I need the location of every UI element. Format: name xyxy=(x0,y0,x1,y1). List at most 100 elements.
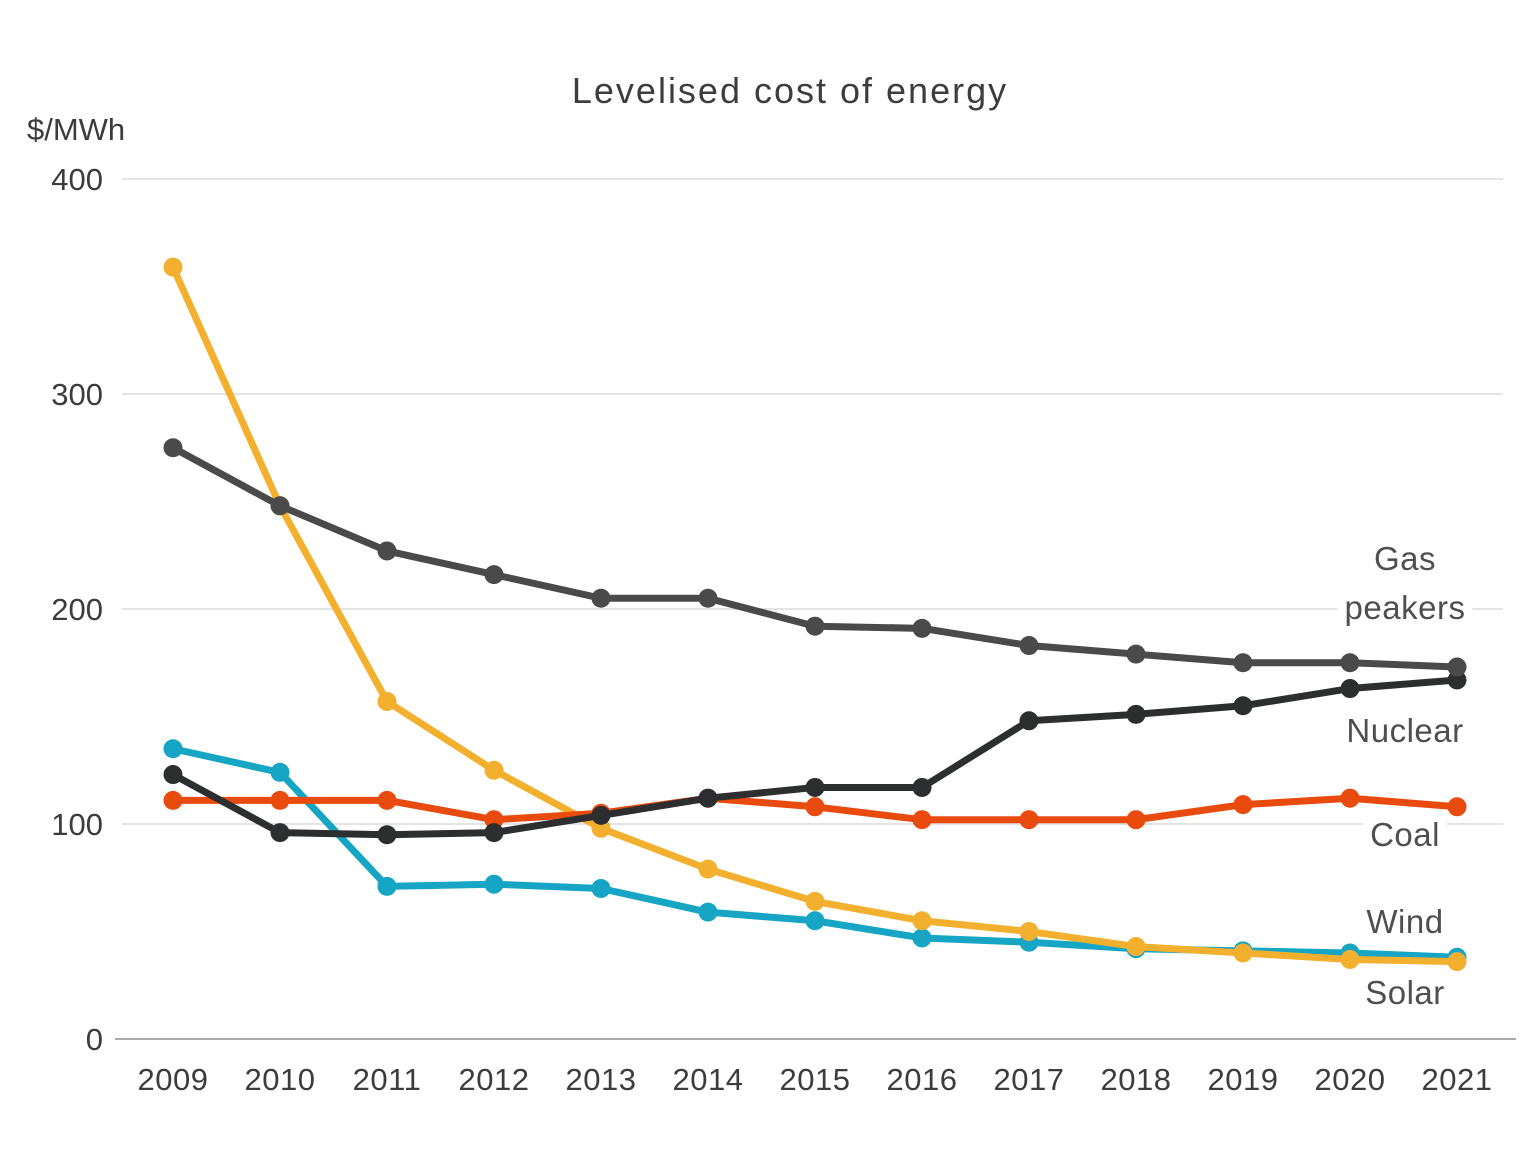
point-solar-2020 xyxy=(1340,949,1360,969)
x-tick-label-2012: 2012 xyxy=(459,1062,530,1097)
point-coal-2019 xyxy=(1233,795,1253,815)
y-axis-unit-label: $/MWh xyxy=(27,112,125,147)
series-label-bg xyxy=(1363,814,1447,855)
point-gas-peakers-2019 xyxy=(1233,653,1253,673)
point-coal-2016 xyxy=(912,810,932,830)
y-tick-label-0: 0 xyxy=(86,1022,103,1057)
point-nuclear-2014 xyxy=(698,788,718,808)
point-nuclear-2020 xyxy=(1340,679,1360,699)
point-solar-2014 xyxy=(698,859,718,879)
point-gas-peakers-2011 xyxy=(377,541,397,561)
series-label-bg xyxy=(1359,901,1451,942)
point-gas-peakers-2016 xyxy=(912,618,932,638)
series-lines-and-points xyxy=(163,257,1467,972)
series-solar xyxy=(163,257,1467,972)
point-solar-2012 xyxy=(484,760,504,780)
series-gas-peakers xyxy=(163,438,1467,677)
point-gas-peakers-2015 xyxy=(805,616,825,636)
x-tick-label-2021: 2021 xyxy=(1422,1062,1493,1097)
point-wind-2009 xyxy=(163,739,183,759)
gridlines xyxy=(115,178,1516,1040)
y-tick-label-100: 100 xyxy=(51,807,103,842)
series-label-bg xyxy=(1358,972,1452,1013)
point-wind-2016 xyxy=(912,928,932,948)
series-label-wind: Wind xyxy=(1359,901,1451,942)
x-tick-label-2015: 2015 xyxy=(780,1062,851,1097)
series-coal xyxy=(163,788,1467,830)
point-coal-2011 xyxy=(377,790,397,810)
point-coal-2021 xyxy=(1447,797,1467,817)
series-label-bg xyxy=(1337,587,1473,628)
y-tick-label-200: 200 xyxy=(51,592,103,627)
point-solar-2015 xyxy=(805,891,825,911)
point-solar-2011 xyxy=(377,691,397,711)
point-solar-2021 xyxy=(1447,952,1467,972)
x-tick-label-2019: 2019 xyxy=(1208,1062,1279,1097)
series-label-text-coal-0: Coal xyxy=(1370,816,1440,853)
point-wind-2010 xyxy=(270,762,290,782)
point-gas-peakers-2010 xyxy=(270,496,290,516)
point-coal-2010 xyxy=(270,790,290,810)
series-label-bg xyxy=(1366,538,1444,579)
x-tick-label-2018: 2018 xyxy=(1101,1062,1172,1097)
x-tick-label-2014: 2014 xyxy=(673,1062,744,1097)
series-label-gas-peakers: Gas peakers xyxy=(1337,538,1473,628)
point-nuclear-2009 xyxy=(163,765,183,785)
point-wind-2012 xyxy=(484,874,504,894)
series-label-text-solar-0: Solar xyxy=(1365,974,1445,1011)
point-solar-2019 xyxy=(1233,943,1253,963)
series-label-coal: Coal xyxy=(1363,814,1447,855)
point-gas-peakers-2012 xyxy=(484,565,504,585)
point-nuclear-2019 xyxy=(1233,696,1253,716)
point-gas-peakers-2009 xyxy=(163,438,183,458)
point-nuclear-2015 xyxy=(805,777,825,797)
x-axis-tick-labels: 2009 2010 2011 2012 2013 2014 2015 2016 2017 2018… xyxy=(138,1062,1493,1097)
x-tick-label-2016: 2016 xyxy=(887,1062,958,1097)
point-wind-2011 xyxy=(377,876,397,896)
point-solar-2017 xyxy=(1019,922,1039,941)
series-label-bg xyxy=(1339,710,1471,751)
y-tick-label-400: 400 xyxy=(51,162,103,197)
series-inline-labels: Gas peakers Nuclear Coal Wind Solar xyxy=(1337,538,1473,1013)
point-solar-2016 xyxy=(912,911,932,931)
point-nuclear-2017 xyxy=(1019,711,1039,731)
x-tick-label-2011: 2011 xyxy=(353,1062,422,1097)
point-nuclear-2011 xyxy=(377,825,397,845)
x-tick-label-2020: 2020 xyxy=(1315,1062,1386,1097)
point-coal-2020 xyxy=(1340,788,1360,808)
series-nuclear xyxy=(163,670,1467,845)
point-solar-2018 xyxy=(1126,937,1146,957)
x-tick-label-2017: 2017 xyxy=(994,1062,1065,1097)
point-nuclear-2010 xyxy=(270,823,290,843)
y-axis-tick-labels: 400 300 200 100 0 xyxy=(51,162,103,1057)
point-nuclear-2013 xyxy=(591,805,611,825)
point-gas-peakers-2021 xyxy=(1447,657,1467,677)
point-gas-peakers-2020 xyxy=(1340,653,1360,673)
series-label-text-nuclear-0: Nuclear xyxy=(1346,712,1463,749)
point-gas-peakers-2018 xyxy=(1126,644,1146,664)
point-coal-2015 xyxy=(805,797,825,817)
point-wind-2014 xyxy=(698,902,718,922)
point-coal-2009 xyxy=(163,790,183,810)
series-label-nuclear: Nuclear xyxy=(1339,710,1471,751)
point-nuclear-2016 xyxy=(912,777,932,797)
point-nuclear-2018 xyxy=(1126,704,1146,724)
x-tick-label-2009: 2009 xyxy=(138,1062,209,1097)
point-gas-peakers-2013 xyxy=(591,588,611,608)
series-label-text-gas-peakers-1: peakers xyxy=(1345,589,1466,626)
series-label-text-gas-peakers-0: Gas xyxy=(1374,540,1436,577)
point-gas-peakers-2017 xyxy=(1019,636,1039,656)
x-tick-label-2010: 2010 xyxy=(245,1062,316,1097)
point-wind-2013 xyxy=(591,879,611,898)
x-tick-label-2013: 2013 xyxy=(566,1062,637,1097)
point-coal-2018 xyxy=(1126,810,1146,830)
series-wind xyxy=(163,739,1467,967)
y-tick-label-300: 300 xyxy=(51,377,103,412)
series-label-solar: Solar xyxy=(1358,972,1452,1013)
series-label-text-wind-0: Wind xyxy=(1366,903,1443,940)
chart-title: Levelised cost of energy xyxy=(572,70,1008,111)
series-line-solar xyxy=(169,263,1461,966)
point-wind-2015 xyxy=(805,911,825,931)
